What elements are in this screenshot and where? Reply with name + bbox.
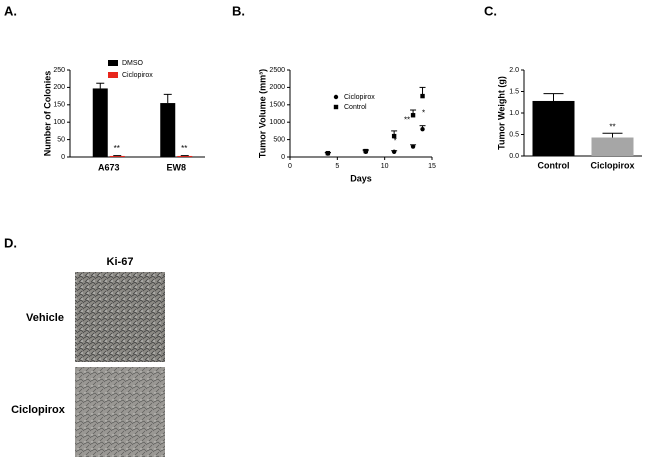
x-axis-label: Days: [350, 173, 372, 183]
column-label: Ki-67: [107, 256, 134, 268]
y-tick-label: 0.5: [509, 131, 519, 138]
x-tick-label: EW8: [166, 162, 186, 172]
y-tick-label: 2000: [269, 84, 285, 91]
point: [410, 144, 416, 149]
point: [391, 149, 397, 154]
x-tick-label: 0: [288, 163, 292, 170]
y-tick-label: 2.0: [509, 67, 519, 74]
point: [363, 148, 368, 154]
legend-marker: [333, 94, 339, 100]
legend-label: DMSO: [122, 60, 144, 67]
bar: [177, 155, 193, 157]
annotation: **: [609, 122, 615, 131]
y-tick-label: 0.0: [509, 153, 519, 160]
x-tick-label: 5: [335, 163, 339, 170]
x-tick-label: 10: [381, 163, 389, 170]
y-tick-label: 250: [53, 67, 65, 74]
y-tick-label: 1000: [269, 119, 285, 126]
legend-label: Control: [344, 104, 367, 111]
y-tick-label: 50: [57, 136, 65, 143]
panel-label: D.: [4, 235, 17, 250]
panel-label: A.: [4, 3, 17, 18]
legend-marker: [333, 104, 339, 110]
bar: [591, 137, 634, 156]
x-tick-label: Ciclopirox: [590, 160, 634, 170]
row-label: Vehicle: [26, 312, 64, 324]
bar: [532, 100, 575, 156]
point: [410, 113, 416, 118]
annotation: *: [394, 136, 397, 145]
legend-swatch: [108, 60, 118, 66]
row-label: Ciclopirox: [11, 404, 66, 416]
y-tick-label: 1.5: [509, 88, 519, 95]
y-axis-label: Tumor Weight (g): [496, 76, 506, 150]
micrograph: [75, 367, 165, 457]
y-tick-label: 500: [273, 136, 285, 143]
micrograph: [75, 272, 165, 362]
y-tick-label: 150: [53, 102, 65, 109]
annotation: *: [422, 109, 425, 118]
y-tick-label: 0: [281, 154, 285, 161]
y-tick-label: 200: [53, 84, 65, 91]
x-tick-label: Control: [538, 160, 570, 170]
y-tick-label: 100: [53, 119, 65, 126]
legend-label: Ciclopirox: [344, 94, 375, 101]
x-tick-label: A673: [98, 162, 120, 172]
panel-label: B.: [232, 3, 245, 18]
x-tick-label: 15: [428, 163, 436, 170]
point: [420, 126, 425, 132]
bar: [92, 88, 108, 157]
point: [391, 133, 397, 139]
legend-swatch: [108, 72, 118, 78]
y-tick-label: 1500: [269, 102, 285, 109]
y-tick-label: 2500: [269, 67, 285, 74]
point: [325, 150, 331, 156]
y-tick-label: 1.0: [509, 110, 519, 117]
bar: [109, 155, 125, 157]
annotation: **: [114, 144, 120, 153]
y-tick-label: 0: [61, 154, 65, 161]
annotation: **: [181, 144, 187, 153]
bar: [160, 103, 176, 157]
point: [420, 93, 425, 99]
panel-label: C.: [484, 3, 497, 18]
legend-label: Ciclopirox: [122, 72, 153, 79]
y-axis-label: Tumor Volume (mm³): [257, 69, 267, 158]
y-axis-label: Number of Colonies: [42, 71, 52, 157]
annotation: **: [404, 116, 410, 125]
